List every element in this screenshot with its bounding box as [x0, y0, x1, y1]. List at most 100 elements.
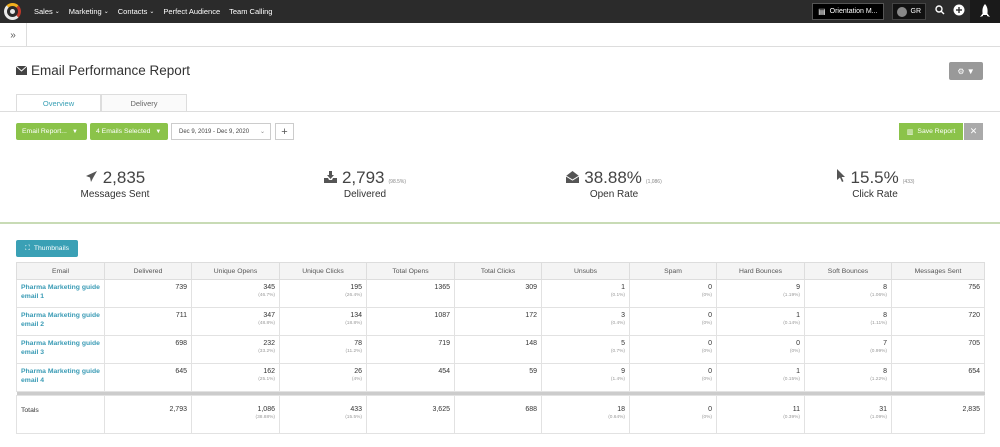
stat-percentage: (1,086) — [645, 179, 662, 185]
messages-sent-cell: 654 — [891, 363, 985, 392]
column-header[interactable]: Unique Clicks — [279, 262, 367, 280]
tab-overview[interactable]: Overview — [16, 94, 101, 112]
column-header[interactable]: Messages Sent — [891, 262, 985, 280]
unique-clicks-cell: 26 (4%) — [279, 363, 367, 392]
total-clicks-cell: 59 — [454, 363, 542, 392]
paper-plane-icon — [85, 170, 98, 186]
messages-sent-cell: 2,835 — [891, 395, 985, 434]
cell-percentage: (1.06%) — [870, 293, 887, 298]
cell-value: 59 — [529, 368, 537, 375]
nav-sales[interactable]: Sales ⌄ — [34, 7, 60, 16]
save-report-label: Save Report — [917, 128, 956, 135]
open-envelope-icon — [565, 170, 580, 186]
cell-value: 739 — [175, 284, 187, 291]
stat-label: Delivered — [343, 189, 387, 200]
email-link[interactable]: Pharma Marketing guide email 2 — [21, 312, 100, 328]
totals-row: Totals 2,793 1,086 (38.88%) 433 (15.5%) 3,… — [16, 395, 985, 434]
nav-perfect-audience[interactable]: Perfect Audience — [163, 7, 220, 16]
spam-cell: 0 (0%) — [629, 307, 717, 336]
cell-value: 654 — [968, 368, 980, 375]
orientation-button[interactable]: ▤ Orientation M... — [812, 3, 884, 20]
column-header[interactable]: Spam — [629, 262, 717, 280]
add-icon[interactable] — [951, 4, 967, 19]
cell-value: 7 — [883, 340, 887, 347]
column-header[interactable]: Hard Bounces — [716, 262, 805, 280]
nav-marketing[interactable]: Marketing ⌄ — [69, 7, 109, 16]
cell-percentage: (38.88%) — [255, 415, 275, 420]
unique-opens-cell: 1,086 (38.88%) — [191, 395, 280, 434]
search-icon[interactable] — [932, 5, 948, 18]
soft-bounces-cell: 7 (0.99%) — [804, 335, 892, 364]
column-header[interactable]: Total Clicks — [454, 262, 542, 280]
user-menu[interactable]: GR — [891, 3, 926, 20]
spam-cell: 0 (0%) — [629, 279, 717, 308]
inbox-download-icon — [323, 170, 337, 186]
column-header[interactable]: Soft Bounces — [804, 262, 892, 280]
email-cell: Pharma Marketing guide email 2 — [16, 307, 105, 336]
stat-value: 38.88% — [584, 168, 642, 187]
cell-value: 0 — [708, 368, 712, 375]
add-filter-button[interactable]: + — [275, 123, 294, 140]
nav-contacts[interactable]: Contacts ⌄ — [118, 7, 155, 16]
unsubs-cell: 1 (0.1%) — [541, 279, 630, 308]
stat-delivered: 2,793 (98.5%) Delivered — [300, 168, 430, 200]
email-report-dropdown[interactable]: Email Report... ▼ — [16, 123, 87, 140]
caret-down-icon: ▼ — [71, 128, 78, 135]
column-header[interactable]: Total Opens — [366, 262, 455, 280]
chevron-down-icon: ⌄ — [54, 9, 60, 15]
email-link[interactable]: Pharma Marketing guide email 3 — [21, 340, 100, 356]
cell-value: 1 — [796, 368, 800, 375]
cell-value: 195 — [350, 284, 362, 291]
column-header[interactable]: Email — [16, 262, 105, 280]
cell-percentage: (18.8%) — [345, 321, 362, 326]
app-logo[interactable] — [0, 0, 25, 23]
emails-selected-dropdown[interactable]: 4 Emails Selected ▼ — [90, 123, 168, 140]
expand-icon: ⛶ — [24, 244, 30, 252]
cell-percentage: (1.09%) — [870, 415, 887, 420]
cell-value: 1365 — [434, 284, 450, 291]
date-range-picker[interactable]: Dec 9, 2019 - Dec 9, 2020 ⌄ — [171, 123, 271, 140]
user-initials: GR — [910, 8, 922, 15]
cell-value: 232 — [263, 340, 275, 347]
rocket-icon[interactable] — [970, 0, 1000, 23]
cell-percentage: (0%) — [701, 293, 712, 298]
thumbnails-label: Thumbnails — [33, 245, 70, 252]
cell-percentage: (15.5%) — [345, 415, 362, 420]
cell-percentage: (0.14%) — [783, 321, 800, 326]
unique-opens-cell: 345 (46.7%) — [191, 279, 280, 308]
column-header[interactable]: Unsubs — [541, 262, 630, 280]
settings-dropdown-button[interactable]: ⚙ ▼ — [949, 62, 983, 80]
tab-delivery[interactable]: Delivery — [101, 94, 187, 112]
expand-sidebar-icon[interactable]: » — [0, 23, 27, 47]
unsubs-cell: 5 (0.7%) — [541, 335, 630, 364]
email-link[interactable]: Pharma Marketing guide email 4 — [21, 368, 100, 384]
save-report-button[interactable]: ▥ Save Report — [899, 123, 963, 140]
messages-sent-cell: 756 — [891, 279, 985, 308]
cell-value: 433 — [350, 406, 362, 413]
column-header[interactable]: Delivered — [104, 262, 192, 280]
stats-divider — [0, 222, 1000, 224]
cell-value: 0 — [708, 284, 712, 291]
clear-button[interactable]: ✕ — [964, 123, 983, 140]
cell-value: 172 — [525, 312, 537, 319]
email-link[interactable]: Pharma Marketing guide email 1 — [21, 284, 100, 300]
cell-percentage: (0.7%) — [610, 349, 625, 354]
cell-percentage: (1.4%) — [610, 377, 625, 382]
thumbnails-button[interactable]: ⛶ Thumbnails — [16, 240, 78, 257]
nav-label: Marketing — [68, 7, 102, 16]
total-opens-cell: 1365 — [366, 279, 455, 308]
cell-percentage: (0%) — [789, 349, 800, 354]
tab-divider — [0, 111, 1000, 112]
cell-value: 9 — [796, 284, 800, 291]
delivered-cell: 711 — [104, 307, 192, 336]
hard-bounces-cell: 0 (0%) — [716, 335, 805, 364]
column-header[interactable]: Unique Opens — [191, 262, 280, 280]
messages-sent-cell: 705 — [891, 335, 985, 364]
spam-cell: 0 (0%) — [629, 363, 717, 392]
cursor-icon — [836, 169, 846, 186]
nav-team-calling[interactable]: Team Calling — [229, 7, 272, 16]
email-cell: Pharma Marketing guide email 1 — [16, 279, 105, 308]
cell-percentage: (11.2%) — [345, 349, 362, 354]
cell-value: 0 — [708, 406, 712, 413]
unique-clicks-cell: 78 (11.2%) — [279, 335, 367, 364]
